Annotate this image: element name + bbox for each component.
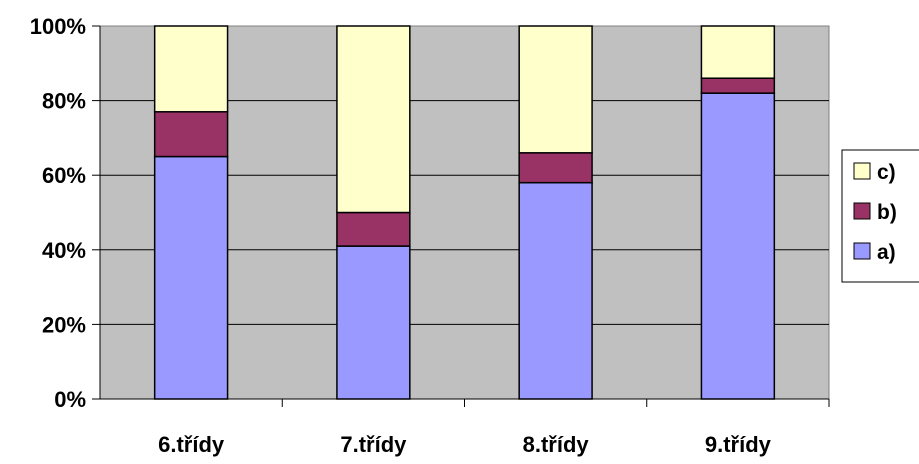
- axes: 0% 20% 40% 60% 80% 100% 6.třídy 7.třídy 8.třídy 9…: [30, 14, 830, 457]
- bar-segment-b-2: [336, 211, 411, 247]
- bar-segment-b-1: [153, 111, 229, 158]
- bar-segment-c-3: [518, 25, 593, 154]
- y-tick-label: 80%: [42, 89, 86, 114]
- legend: c) b) a): [841, 149, 919, 283]
- bar-segment-a-4: [700, 92, 776, 400]
- y-tick-label: 40%: [42, 238, 86, 263]
- x-category-label: 7.třídy: [340, 432, 407, 457]
- y-tick-label: 0%: [54, 387, 86, 412]
- legend-swatch-c: [853, 162, 871, 180]
- legend-swatch-a: [853, 242, 871, 260]
- x-category-label: 8.třídy: [523, 432, 590, 457]
- bar-segment-a-1: [153, 155, 229, 400]
- legend-swatch-b: [853, 202, 871, 220]
- x-category-label: 6.třídy: [158, 432, 225, 457]
- legend-label-b: b): [877, 201, 897, 224]
- bar-segment-c-2: [336, 25, 411, 214]
- y-tick-label: 60%: [42, 163, 86, 188]
- legend-label-c: c): [877, 161, 896, 184]
- bar-segment-a-2: [336, 245, 411, 400]
- bar-segment-c-1: [153, 25, 229, 113]
- bar-segment-c-4: [700, 25, 776, 79]
- bar-segment-b-4: [700, 77, 776, 94]
- x-category-label: 9.třídy: [705, 432, 772, 457]
- bar-segment-a-3: [518, 181, 593, 400]
- bar-segment-b-3: [518, 152, 593, 184]
- y-tick-label: 20%: [42, 312, 86, 337]
- y-tick-label: 100%: [30, 14, 86, 39]
- legend-label-a: a): [877, 241, 896, 264]
